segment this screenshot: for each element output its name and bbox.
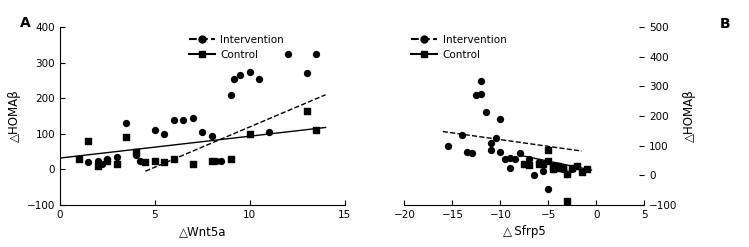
Point (523, 157, 535, 161)
Y-axis label: △HOMAβ: △HOMAβ (683, 90, 696, 143)
Point (518, 162, 530, 165)
Point (547, 167, 559, 171)
Point (243, 132, 255, 136)
Point (121, 121, 133, 125)
Point (547, 165, 559, 168)
Legend: Intervention, Control: Intervention, Control (407, 31, 511, 64)
Point (480, 110, 492, 114)
Point (196, 130, 208, 134)
Point (210, 159, 222, 163)
Point (168, 118, 180, 122)
Point (121, 135, 133, 139)
Text: B: B (720, 17, 730, 31)
Point (139, 160, 151, 164)
Point (225, 157, 237, 161)
Point (485, 148, 497, 152)
Point (538, 169, 550, 173)
Point (206, 159, 218, 163)
Point (542, 148, 554, 152)
Point (225, 93, 237, 97)
Point (310, 52, 322, 56)
Point (494, 117, 506, 121)
Point (310, 128, 322, 132)
Point (133, 159, 145, 163)
Point (168, 157, 180, 161)
Point (187, 162, 198, 166)
Point (92, 164, 104, 168)
Point (130, 153, 142, 157)
Point (557, 167, 568, 171)
Point (178, 118, 189, 122)
Point (234, 73, 246, 77)
Point (552, 166, 564, 170)
Point (533, 160, 545, 164)
Point (562, 172, 574, 176)
Point (158, 160, 170, 164)
Text: A: A (20, 17, 31, 30)
Point (547, 167, 559, 171)
Point (111, 155, 123, 159)
X-axis label: △Wnt5a: △Wnt5a (178, 226, 226, 238)
Point (576, 170, 588, 174)
Point (557, 166, 568, 170)
Point (92, 159, 104, 163)
Point (475, 92, 487, 96)
Point (263, 130, 275, 134)
Point (206, 134, 218, 138)
Point (130, 150, 142, 154)
Point (562, 172, 574, 176)
Point (82, 160, 94, 164)
Point (509, 157, 521, 161)
Point (557, 166, 568, 170)
Point (456, 133, 468, 137)
Point (158, 132, 170, 136)
Point (300, 71, 312, 75)
Point (187, 116, 198, 120)
Point (514, 151, 526, 155)
Legend: Intervention, Control: Intervention, Control (185, 31, 288, 64)
Point (542, 159, 554, 163)
Point (461, 150, 473, 154)
Point (111, 162, 123, 166)
Point (300, 109, 312, 113)
Point (101, 159, 113, 163)
Point (504, 166, 516, 170)
Point (566, 167, 578, 171)
Point (282, 52, 294, 56)
Point (552, 165, 564, 168)
Point (101, 157, 113, 161)
Point (470, 93, 482, 97)
Point (538, 162, 550, 165)
Point (542, 187, 554, 191)
Point (73, 157, 85, 161)
Point (523, 163, 535, 167)
Point (149, 159, 161, 163)
Point (96, 162, 108, 166)
Point (566, 166, 578, 170)
Point (243, 70, 255, 74)
Point (215, 159, 227, 163)
Point (82, 139, 94, 143)
Point (552, 165, 564, 168)
Point (490, 136, 502, 140)
Point (485, 141, 497, 145)
Point (533, 162, 545, 165)
Point (466, 151, 478, 155)
Point (580, 167, 592, 171)
Point (253, 77, 265, 81)
Point (228, 77, 240, 81)
Point (571, 165, 583, 168)
Point (499, 157, 511, 161)
Point (442, 144, 454, 148)
Point (149, 128, 161, 132)
Point (562, 199, 574, 203)
Point (475, 79, 487, 82)
Point (494, 150, 506, 154)
Point (504, 156, 516, 160)
Y-axis label: △HOMAβ: △HOMAβ (8, 90, 21, 143)
Point (528, 173, 540, 177)
Point (571, 165, 583, 168)
X-axis label: △ Sfrp5: △ Sfrp5 (503, 226, 546, 238)
